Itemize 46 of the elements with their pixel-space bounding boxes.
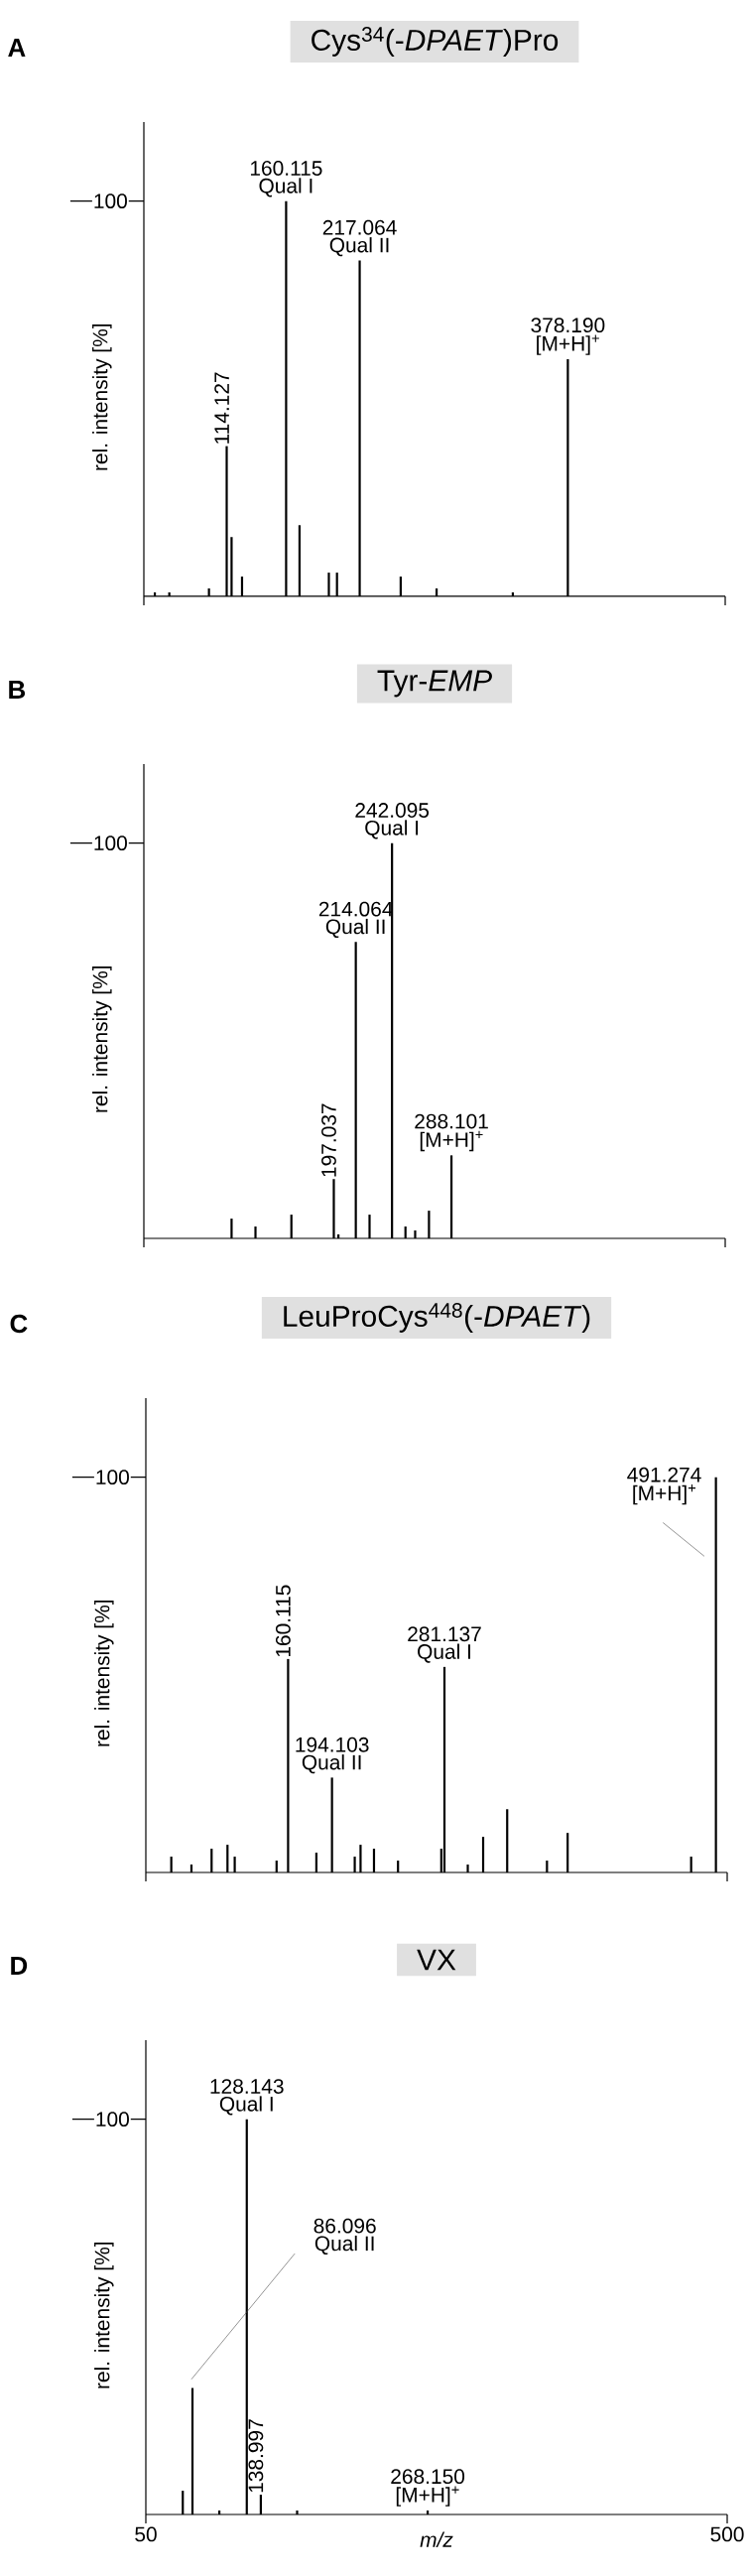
text: Qual I xyxy=(219,2096,273,2116)
text: 100 xyxy=(96,1470,129,1485)
annotation: 378.190 xyxy=(531,318,605,333)
annotation: [M+H]$^{+}$ xyxy=(633,1484,696,1505)
annotation: 138.997 xyxy=(248,2419,264,2493)
text: 100 xyxy=(96,2112,129,2127)
text: 242.095 xyxy=(355,803,430,818)
x-axis-title: m/z xyxy=(420,2531,453,2547)
annotation: 288.101 xyxy=(415,1113,488,1129)
annotation: 268.150 xyxy=(391,2469,465,2485)
annotation: 217.064 xyxy=(322,219,397,235)
text: 100 xyxy=(94,193,127,209)
annotation: [M+H]$^{+}$ xyxy=(537,334,599,355)
chart-title: Tyr-EMP xyxy=(377,670,492,698)
text: C xyxy=(10,1314,28,1334)
text: 128.143 xyxy=(210,2079,284,2094)
text: B xyxy=(9,681,26,699)
annotation: Qual II xyxy=(302,1754,361,1774)
annotation: 197.037 xyxy=(321,1103,336,1177)
text: Qual I xyxy=(259,178,313,197)
x-tick-label: 50 xyxy=(135,2526,157,2542)
annotation: 114.127 xyxy=(214,372,229,444)
text: Qual I xyxy=(365,820,419,839)
annotation: 491.274 xyxy=(627,1467,701,1482)
text: 160.115 xyxy=(250,161,322,176)
annotation: Qual II xyxy=(314,2235,374,2255)
y-axis-title: rel. intensity [%] xyxy=(92,323,112,470)
annotation: 194.103 xyxy=(296,1737,369,1752)
annotation: 160.115 xyxy=(275,1585,291,1657)
y-axis-title: rel. intensity [%] xyxy=(94,1600,114,1746)
annotation: [M+H]$^{+}$ xyxy=(396,2486,459,2507)
text: D xyxy=(11,1957,28,1975)
text: 100 xyxy=(94,836,127,851)
text: A xyxy=(8,39,26,57)
y-axis-title: rel. intensity [%] xyxy=(92,966,112,1112)
x-tick-label: 500 xyxy=(710,2526,744,2542)
annotation: 86.096 xyxy=(313,2218,376,2234)
annotation: Qual II xyxy=(325,918,385,939)
annotation: 281.137 xyxy=(408,1626,481,1642)
y-axis-title: rel. intensity [%] xyxy=(94,2242,114,2388)
annotation: Qual II xyxy=(329,237,389,257)
annotation: [M+H]$^{+}$ xyxy=(420,1130,483,1152)
chart-title: LeuProCys$^{448}$(-DPAET) xyxy=(284,1303,590,1333)
chart-title: Cys$^{34}$(-DPAET)Pro xyxy=(312,27,559,57)
annotation: Qual I xyxy=(418,1643,470,1663)
chart-title: VX xyxy=(417,1949,456,1971)
